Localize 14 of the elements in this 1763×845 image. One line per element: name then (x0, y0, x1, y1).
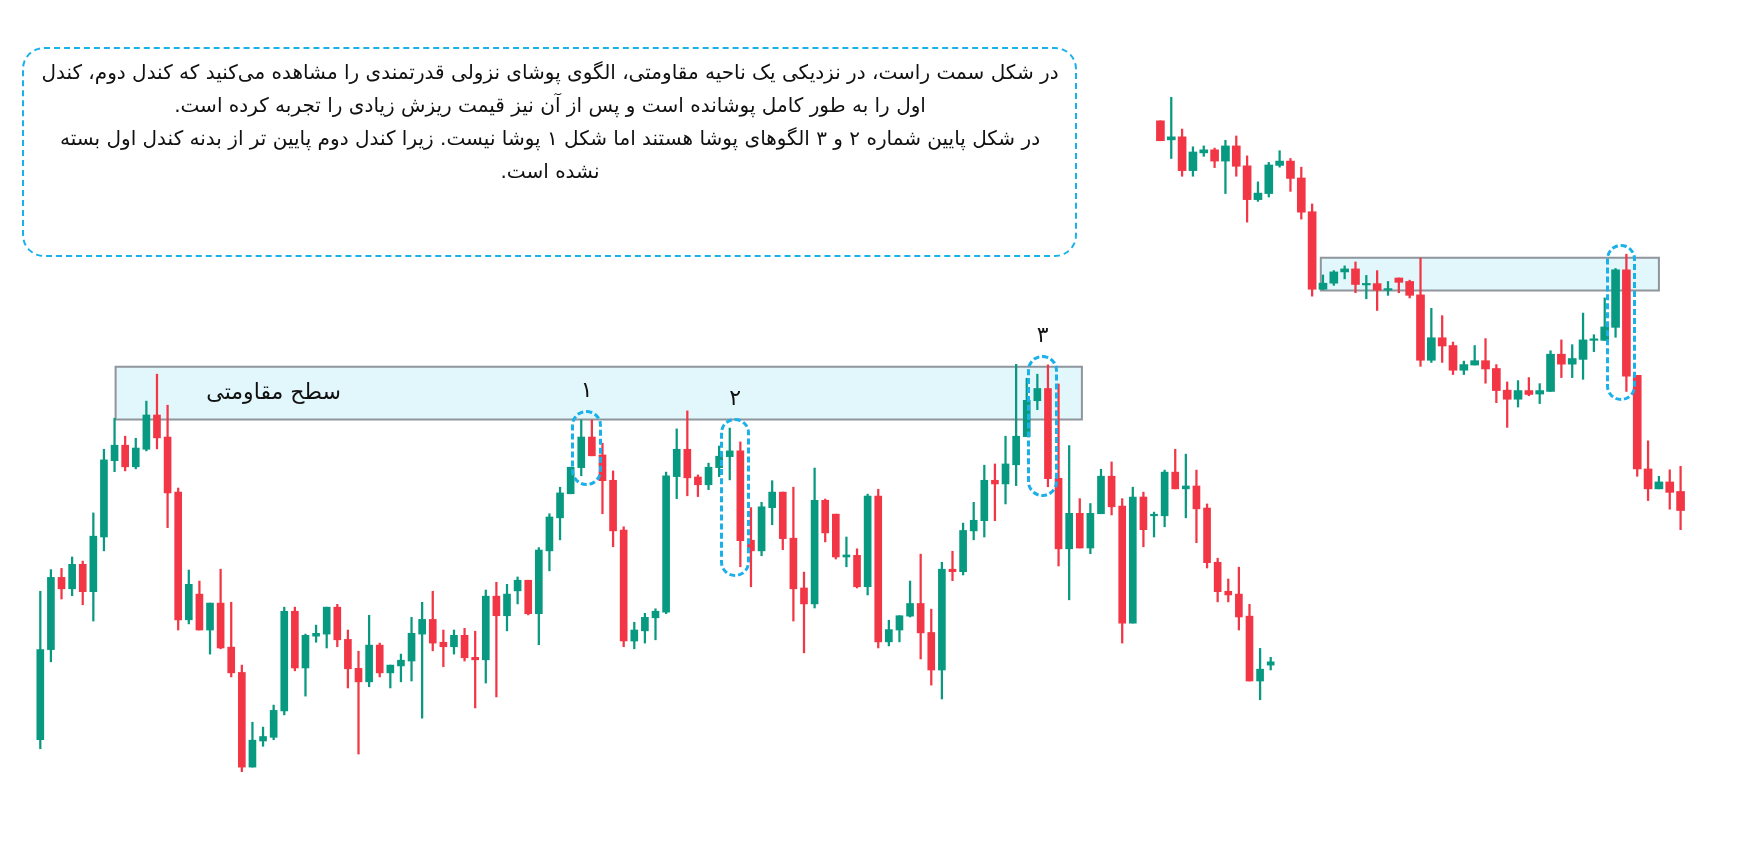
candlestick (1221, 139, 1230, 194)
chart-title: در شکل سمت راست، در نزدیکی یک ناحیه مقاومتی، الگوی پوشای نزولی قدرتمندی را مشاهده می‌کنید که کندل دوم، کندل اول را به طور کامل پوشانده است و پس از آن نیز قیمت ریزش زیادی را تجربه کرده است. (40, 59, 1060, 120)
candlestick (1275, 150, 1284, 168)
chart-subtitle: در شکل پایین شماره ۲ و ۳ الگوهای پوشا هستند اما شکل ۱ پوشا نیست. زیرا کندل دوم پایین تر از بدنه کندل اول بسته نشده است. (58, 125, 1042, 185)
annotation: ۱ (580, 376, 593, 402)
band-label: سطح مقاومتی (206, 378, 341, 404)
candlestick (1557, 339, 1566, 378)
candlestick (492, 581, 501, 698)
candlestick (1676, 466, 1685, 530)
annotation: ۲ (729, 384, 741, 410)
text: ۳ (1036, 321, 1049, 347)
candlestick (1481, 338, 1490, 384)
candlestick (110, 417, 119, 473)
candlestick (354, 650, 363, 755)
